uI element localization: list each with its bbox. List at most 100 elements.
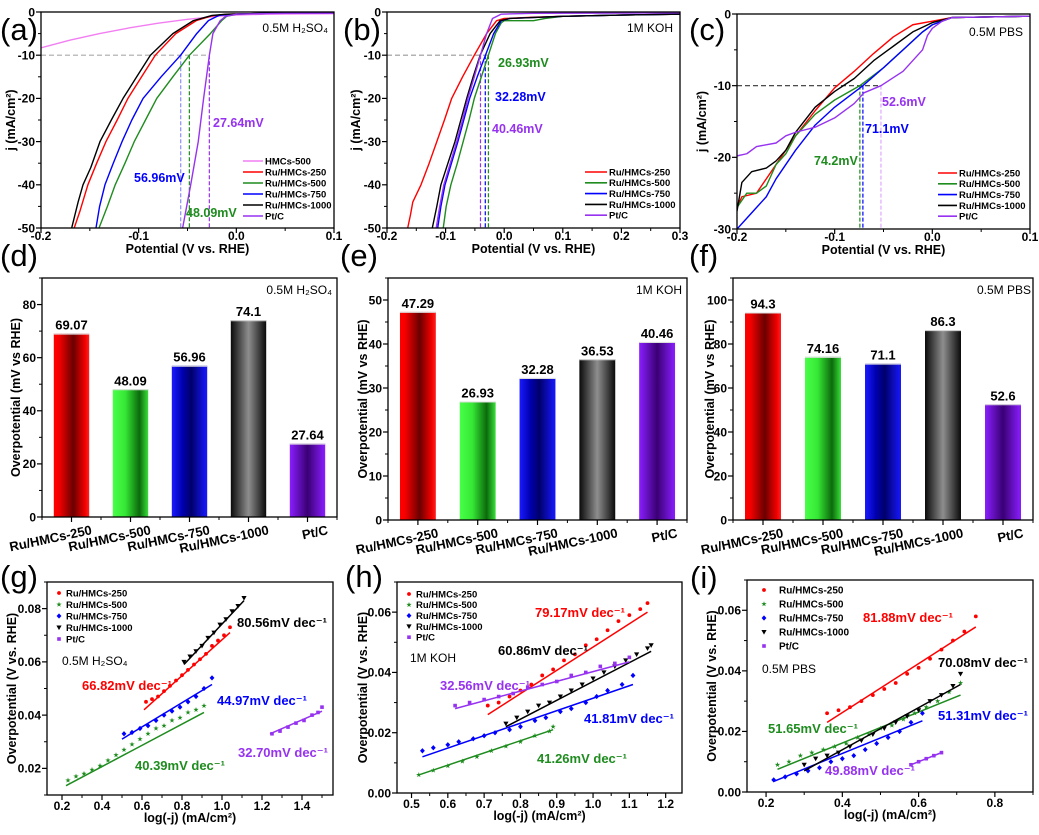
data-point	[836, 708, 841, 713]
data-point	[229, 609, 235, 614]
fit-line	[422, 683, 634, 758]
data-point	[817, 765, 822, 771]
overpotential-label: 71.1mV	[865, 122, 909, 136]
y-tick-label: 0.00	[368, 786, 392, 800]
data-point	[916, 708, 922, 713]
x-axis-label: Potential (V vs. RHE)	[126, 242, 250, 256]
x-tick-label: -0.2	[377, 229, 398, 243]
data-point	[644, 646, 651, 651]
data-point	[507, 727, 512, 733]
legend-marker	[407, 592, 411, 596]
y-tick-label: 40	[369, 337, 383, 351]
x-tick-label: 1.2	[657, 797, 674, 811]
x-tick-label: 0.0	[924, 230, 941, 244]
data-point	[514, 715, 520, 721]
x-tick-label: 0.9	[548, 797, 565, 811]
bar	[805, 356, 841, 520]
data-point	[648, 643, 654, 648]
panel-label: (d)	[0, 238, 38, 273]
bar-value-label: 27.64	[291, 428, 324, 443]
plot-frame	[746, 579, 1034, 793]
electrolyte-label: 0.5M H₂SO₄	[262, 21, 328, 35]
data-point	[616, 619, 621, 624]
panel-label: (a)	[0, 12, 38, 47]
y-axis-label: Overpotential (mV vs RHE)	[356, 319, 370, 478]
y-tick-label: 40	[714, 425, 728, 439]
data-point	[905, 671, 910, 676]
data-point	[525, 709, 531, 715]
x-tick-label: 0.1	[1022, 230, 1039, 244]
y-tick-label: -10	[364, 49, 382, 63]
legend-entry: Ru/HMCs-500	[609, 178, 670, 189]
y-axis-label: j (mA/cm²)	[4, 89, 18, 151]
bar-value-label: 26.93	[461, 386, 494, 401]
data-point	[862, 746, 868, 753]
fit-line	[826, 626, 977, 723]
tafel-slope-label: 66.82mV dec⁻¹	[82, 678, 172, 693]
data-point	[824, 753, 830, 759]
data-point	[825, 711, 829, 716]
tafel-slope-label: 79.17mV dec⁻¹	[535, 605, 625, 620]
y-tick-label: -50	[364, 221, 382, 235]
panel-label: (h)	[345, 559, 383, 594]
x-tick-label: 0.4	[94, 799, 111, 813]
fit-line	[773, 720, 923, 783]
legend-entry: Ru/HMCs-250	[416, 589, 477, 600]
legend-entry: Ru/HMCs-250	[66, 588, 127, 599]
lsv-curve	[431, 13, 680, 228]
fit-line	[487, 611, 648, 716]
legend-entry: Ru/HMCs-750	[959, 190, 1020, 201]
y-axis-label: j (mA/cm²)	[695, 91, 709, 153]
x-tick-label: -0.2	[727, 230, 748, 244]
y-tick-label: 0.02	[18, 762, 42, 776]
y-tick-label: 0	[724, 7, 731, 21]
data-point	[594, 637, 599, 642]
plot-area	[41, 12, 334, 228]
panel-label: (g)	[0, 559, 38, 594]
y-axis-label: Overpotential (mV vs RHE)	[703, 319, 717, 478]
x-tick-label: 1.2	[254, 799, 271, 813]
y-tick-label: -30	[18, 135, 36, 149]
data-point	[201, 703, 207, 709]
data-point	[518, 724, 523, 730]
legend-entry: Ru/HMCs-750	[66, 611, 127, 622]
legend: Ru/HMCs-250Ru/HMCs-500Ru/HMCs-750Ru/HMCs…	[56, 588, 133, 645]
overpotential-label: 52.6mV	[882, 95, 926, 109]
data-point	[919, 710, 925, 716]
category-label: Pt/C	[996, 525, 1025, 545]
x-tick-label: -0.1	[824, 230, 845, 244]
category-label: Pt/C	[301, 522, 330, 542]
y-tick-label: 10	[369, 469, 383, 483]
fit-line	[777, 694, 961, 770]
data-point	[474, 754, 480, 760]
plot-frame	[386, 11, 681, 229]
data-point	[801, 762, 807, 768]
legend-entry: Ru/HMCs-500	[66, 600, 127, 611]
legend-marker	[761, 630, 767, 635]
data-point	[467, 700, 472, 705]
bar	[579, 359, 616, 520]
data-point	[950, 684, 956, 689]
data-point	[828, 759, 834, 765]
data-point	[209, 675, 215, 681]
fit-line	[269, 710, 323, 735]
bar	[459, 401, 496, 520]
panel-a: (a)0 -10 -20 -30 -40 -50 j (mA/cm²) 0.5M H₂SO₄ -…	[0, 5, 343, 256]
legend-entry: Ru/HMCs-750	[779, 613, 844, 624]
x-tick-label: 0.1	[326, 229, 343, 243]
lsv-curve	[435, 12, 680, 228]
plot-frame	[40, 11, 335, 229]
bar	[519, 377, 556, 520]
data-point	[562, 658, 566, 663]
data-point	[551, 667, 556, 672]
x-tick-label: 0.0	[496, 229, 513, 243]
data-point	[916, 665, 921, 670]
data-point	[613, 661, 617, 666]
data-point	[645, 601, 650, 605]
y-tick-label: 0.04	[368, 666, 392, 680]
y-tick-label: 0.06	[718, 604, 742, 618]
x-tick-label: 0.6	[134, 799, 151, 813]
